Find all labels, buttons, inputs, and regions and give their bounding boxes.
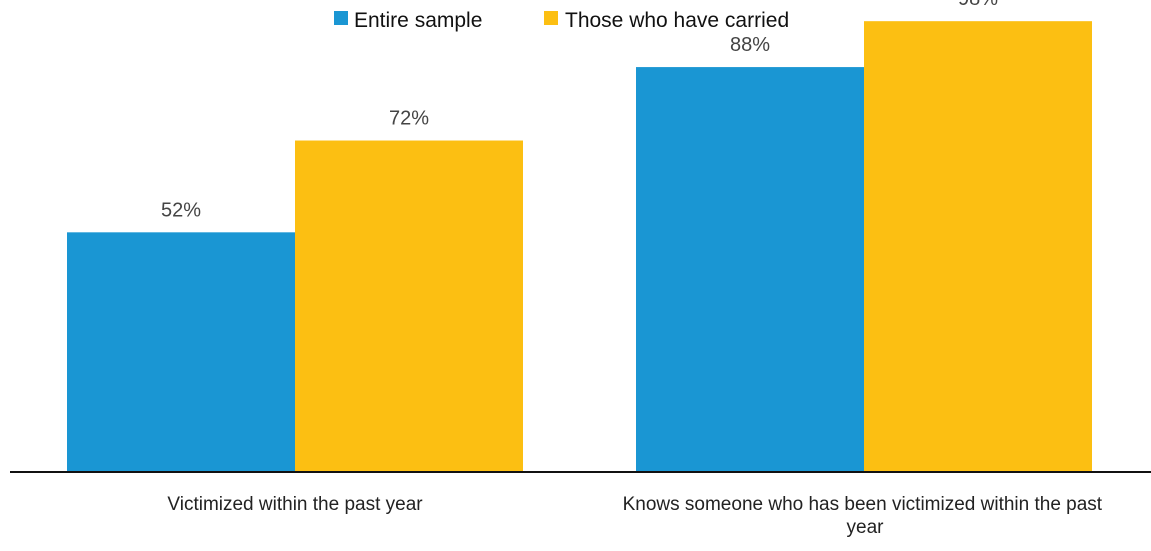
- bar-series-0-category-0: [67, 232, 295, 471]
- legend: Entire sample Those who have carried: [334, 9, 789, 32]
- category-labels-group: Victimized within the past year Knows so…: [167, 494, 1108, 538]
- category-label-knows-someone: Knows someone who has been victimized wi…: [623, 494, 1108, 538]
- category-label-victimized: Victimized within the past year: [167, 494, 423, 515]
- value-label-series-1-category-0: 72%: [389, 108, 429, 130]
- bar-series-1-category-1: [864, 21, 1092, 472]
- value-label-series-1-category-1: 98%: [958, 0, 998, 10]
- value-label-series-0-category-1: 88%: [730, 34, 770, 56]
- legend-label-entire-sample: Entire sample: [354, 9, 482, 32]
- legend-label-those-who-have-carried: Those who have carried: [565, 9, 789, 32]
- legend-swatch-entire-sample: [334, 11, 348, 25]
- value-label-series-0-category-0: 52%: [161, 199, 201, 221]
- legend-swatch-those-who-have-carried: [544, 11, 558, 25]
- bars-group: [67, 21, 1092, 472]
- value-labels-group: 52% 72% 88% 98%: [161, 0, 998, 221]
- bar-series-0-category-1: [636, 67, 864, 471]
- bar-series-1-category-0: [295, 140, 523, 471]
